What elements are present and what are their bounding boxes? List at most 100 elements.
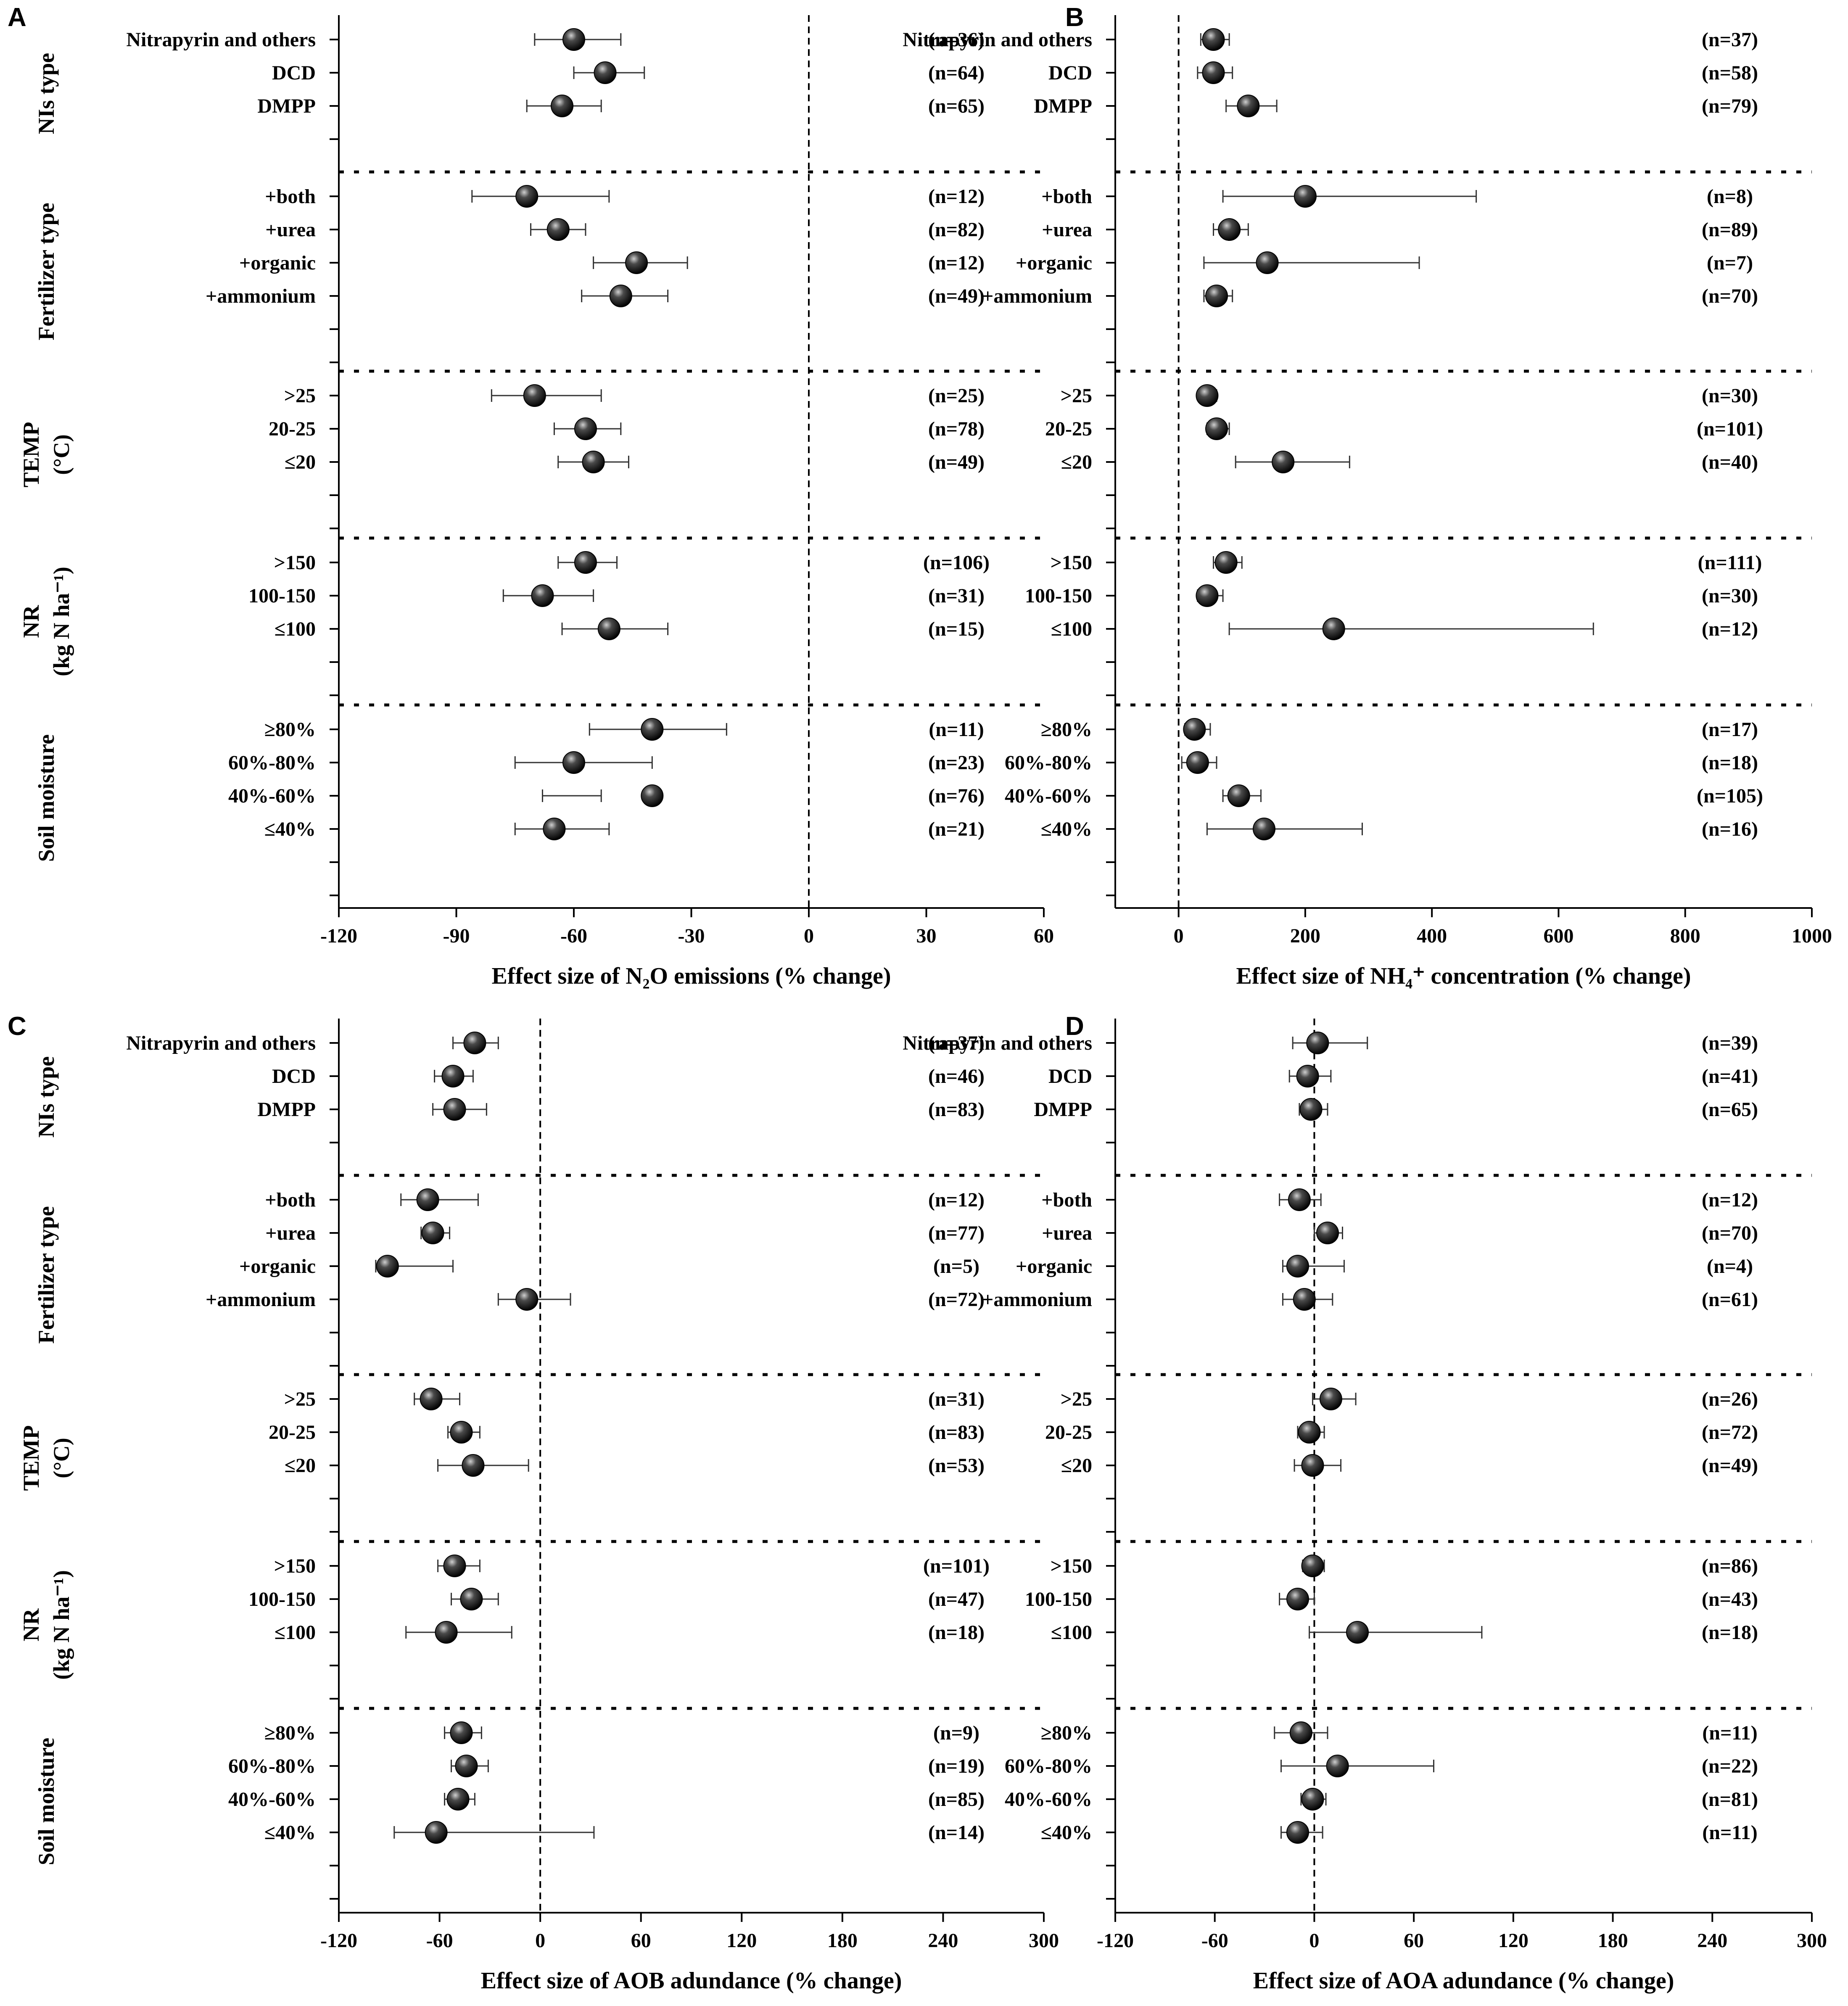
forest-row: 100-150 (n=30) <box>1025 584 1758 607</box>
x-tick-label: 600 <box>1543 925 1573 947</box>
forest-row: 60%-80% (n=18) <box>1005 751 1758 774</box>
forest-row: ≤40% (n=14) <box>264 1821 985 1844</box>
panel-d: D -120 -60 0 60 120 180 240 300 Effect size of AO… <box>903 1012 1827 1994</box>
sample-size-label: (n=76) <box>928 785 985 807</box>
category-label: >25 <box>284 1388 316 1410</box>
sample-size-label: (n=5) <box>933 1255 979 1278</box>
x-tick-label: -30 <box>678 925 705 947</box>
mean-point <box>1316 1222 1339 1244</box>
category-label: Nitrapyrin and others <box>126 29 316 51</box>
forest-row: 20-25 (n=101) <box>1045 417 1763 440</box>
category-label: +ammonium <box>982 1288 1092 1311</box>
group-label-temp: TEMP <box>18 422 44 488</box>
mean-point <box>463 1032 486 1054</box>
forest-row: 60%-80% (n=22) <box>1005 1755 1758 1777</box>
sample-size-label: (n=12) <box>928 185 985 208</box>
mean-point <box>531 584 554 607</box>
category-label: DMPP <box>1034 95 1092 117</box>
forest-row: DCD (n=41) <box>1048 1065 1758 1087</box>
sample-size-label: (n=4) <box>1707 1255 1753 1278</box>
x-axis-title: Effect size of N₂O emissions (% change) <box>492 963 891 989</box>
x-tick-label: 60 <box>1034 925 1054 947</box>
category-label: >150 <box>1051 1555 1092 1577</box>
x-tick-label: 120 <box>1498 1929 1529 1952</box>
mean-point <box>1301 1788 1324 1811</box>
mean-point <box>446 1788 470 1811</box>
sample-size-label: (n=9) <box>933 1722 979 1744</box>
forest-row: Nitrapyrin and others (n=39) <box>903 1032 1758 1054</box>
forest-row: 40%-60% (n=81) <box>1005 1788 1758 1811</box>
mean-point <box>1256 251 1279 274</box>
mean-point <box>515 185 539 208</box>
category-label: ≤100 <box>1051 618 1092 640</box>
forest-row: 60%-80% (n=23) <box>228 751 985 774</box>
forest-row: +ammonium (n=61) <box>982 1288 1758 1311</box>
mean-point <box>523 384 546 407</box>
category-label: >150 <box>274 552 316 574</box>
forest-row: >150 (n=106) <box>274 551 990 574</box>
sample-size-label: (n=101) <box>923 1555 990 1577</box>
category-label: 40%-60% <box>1005 1788 1092 1811</box>
forest-row: +ammonium (n=72) <box>206 1288 985 1311</box>
sample-size-label: (n=41) <box>1702 1065 1758 1087</box>
category-label: ≤40% <box>264 1821 316 1844</box>
x-tick-label: 60 <box>1404 1929 1424 1952</box>
forest-row: Nitrapyrin and others (n=37) <box>903 28 1758 51</box>
x-tick-label: 0 <box>535 1929 545 1952</box>
sample-size-label: (n=12) <box>1702 618 1758 640</box>
forest-row: ≤20 (n=53) <box>285 1454 985 1477</box>
sample-size-label: (n=40) <box>1702 451 1758 473</box>
group-label-moist: Soil moisture <box>34 734 59 862</box>
category-label: 60%-80% <box>1005 1755 1092 1777</box>
category-label: DMPP <box>257 95 316 117</box>
mean-point <box>420 1388 443 1410</box>
group-label-moist: Soil moisture <box>34 1738 59 1866</box>
panel-letter: C <box>8 1012 26 1041</box>
mean-point <box>574 551 597 574</box>
mean-point <box>1218 218 1241 241</box>
mean-point <box>1202 28 1225 51</box>
forest-row: +urea (n=89) <box>1042 218 1758 241</box>
sample-size-label: (n=49) <box>928 285 985 307</box>
panel-letter: B <box>1065 3 1084 32</box>
forest-row: +urea (n=77) <box>265 1222 985 1244</box>
mean-point <box>1252 818 1275 840</box>
forest-row: ≤100 (n=15) <box>275 618 985 640</box>
forest-row: ≥80% (n=17) <box>1041 718 1758 741</box>
mean-point <box>543 818 566 840</box>
mean-point <box>1196 584 1219 607</box>
x-axis-title: Effect size of AOA adundance (% change) <box>1253 1968 1674 1994</box>
sample-size-label: (n=105) <box>1697 785 1763 807</box>
category-label: DCD <box>272 62 316 84</box>
mean-point <box>1289 1721 1312 1744</box>
forest-row: +urea (n=82) <box>265 218 985 241</box>
x-tick-label: 800 <box>1670 925 1700 947</box>
sample-size-label: (n=82) <box>928 219 985 241</box>
x-tick-label: 0 <box>804 925 814 947</box>
group-label-nis: NIs type <box>34 53 59 135</box>
category-label: DMPP <box>1034 1098 1092 1121</box>
forest-row: 40%-60% (n=85) <box>228 1788 985 1811</box>
sample-size-label: (n=15) <box>928 618 985 640</box>
category-label: Nitrapyrin and others <box>126 1032 316 1054</box>
forest-row: Nitrapyrin and others (n=37) <box>126 1032 985 1054</box>
sample-size-label: (n=11) <box>929 718 984 741</box>
forest-row: DMPP (n=65) <box>1034 1098 1758 1121</box>
category-label: >25 <box>284 385 316 407</box>
category-label: ≤40% <box>1041 1821 1092 1844</box>
mean-point <box>425 1821 448 1844</box>
sample-size-label: (n=18) <box>1702 752 1758 774</box>
sample-size-label: (n=12) <box>928 252 985 274</box>
forest-row: ≤40% (n=21) <box>264 818 985 840</box>
sample-size-label: (n=18) <box>1702 1621 1758 1644</box>
sample-size-label: (n=78) <box>928 418 985 440</box>
sample-size-label: (n=58) <box>1702 62 1758 84</box>
category-label: +ammonium <box>206 1288 316 1311</box>
forest-row: 40%-60% (n=105) <box>1005 784 1763 807</box>
sample-size-label: (n=30) <box>1702 585 1758 607</box>
mean-point <box>1296 1065 1319 1087</box>
category-label: >25 <box>1061 1388 1092 1410</box>
mean-point <box>597 618 620 640</box>
category-label: 100-150 <box>248 1588 316 1610</box>
sample-size-label: (n=70) <box>1702 285 1758 307</box>
